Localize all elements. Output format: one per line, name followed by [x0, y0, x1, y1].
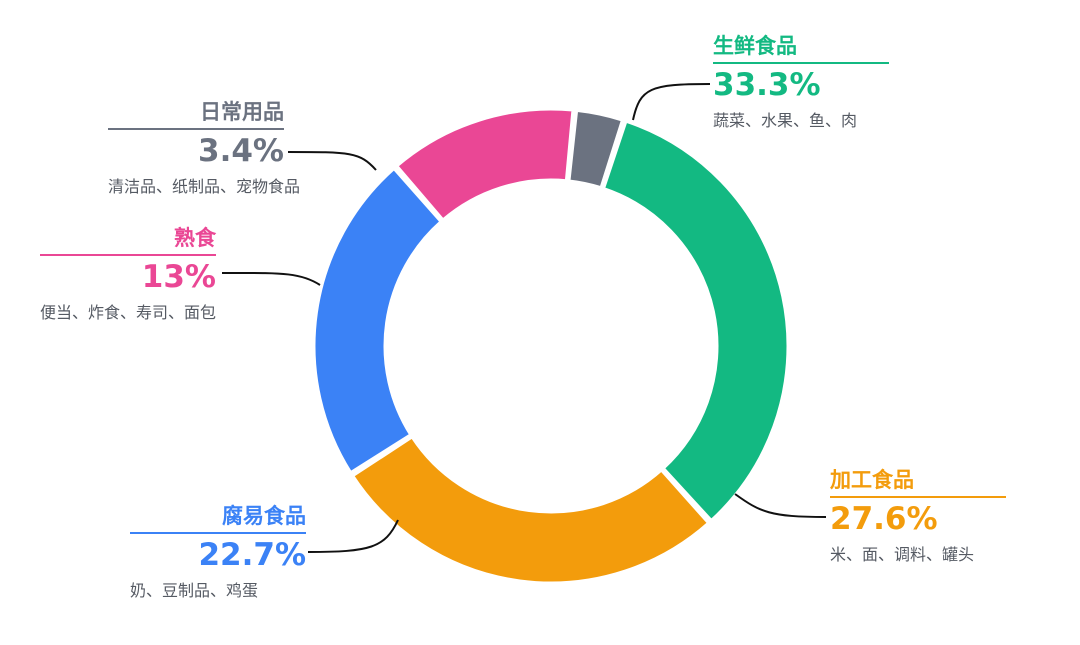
label-daily-goods: 日常用品 3.4% 清洁品、纸制品、宠物食品: [108, 99, 301, 198]
label-perishable-food-percent: 22.7%: [198, 537, 306, 573]
slice-perishable-food: [312, 166, 443, 475]
label-processed-food-name: 加工食品: [830, 467, 1006, 498]
label-fresh-food: 生鲜食品 33.3% 蔬菜、水果、鱼、肉: [713, 33, 889, 132]
label-perishable-food-description: 奶、豆制品、鸡蛋: [130, 581, 259, 600]
slice-fresh-food: [602, 119, 790, 523]
label-daily-goods-description: 清洁品、纸制品、宠物食品: [108, 177, 301, 196]
slice-deli: [395, 107, 575, 222]
label-deli: 熟食 13% 便当、炸食、寿司、面包: [40, 225, 216, 324]
leader-line-deli: [221, 271, 321, 286]
leader-line-processed-food: [734, 493, 827, 518]
label-fresh-food-name: 生鲜食品: [713, 33, 889, 64]
slice-daily-goods: [567, 108, 624, 190]
slice-processed-food: [351, 435, 711, 585]
label-deli-name: 熟食: [40, 225, 216, 256]
label-processed-food: 加工食品 27.6% 米、面、调料、罐头: [830, 467, 1006, 566]
label-daily-goods-name: 日常用品: [108, 99, 284, 130]
label-daily-goods-percent: 3.4%: [198, 133, 284, 169]
label-perishable-food: 腐易食品 22.7% 奶、豆制品、鸡蛋: [130, 503, 306, 602]
leader-line-fresh-food: [632, 83, 711, 121]
leader-line-daily-goods: [287, 151, 377, 171]
label-processed-food-description: 米、面、调料、罐头: [830, 545, 975, 564]
label-fresh-food-description: 蔬菜、水果、鱼、肉: [713, 111, 858, 130]
label-processed-food-percent: 27.6%: [830, 501, 938, 537]
leader-line-perishable-food: [307, 519, 399, 553]
label-deli-description: 便当、炸食、寿司、面包: [40, 303, 217, 322]
label-deli-percent: 13%: [141, 259, 216, 295]
label-perishable-food-name: 腐易食品: [130, 503, 306, 534]
label-fresh-food-percent: 33.3%: [713, 67, 821, 103]
